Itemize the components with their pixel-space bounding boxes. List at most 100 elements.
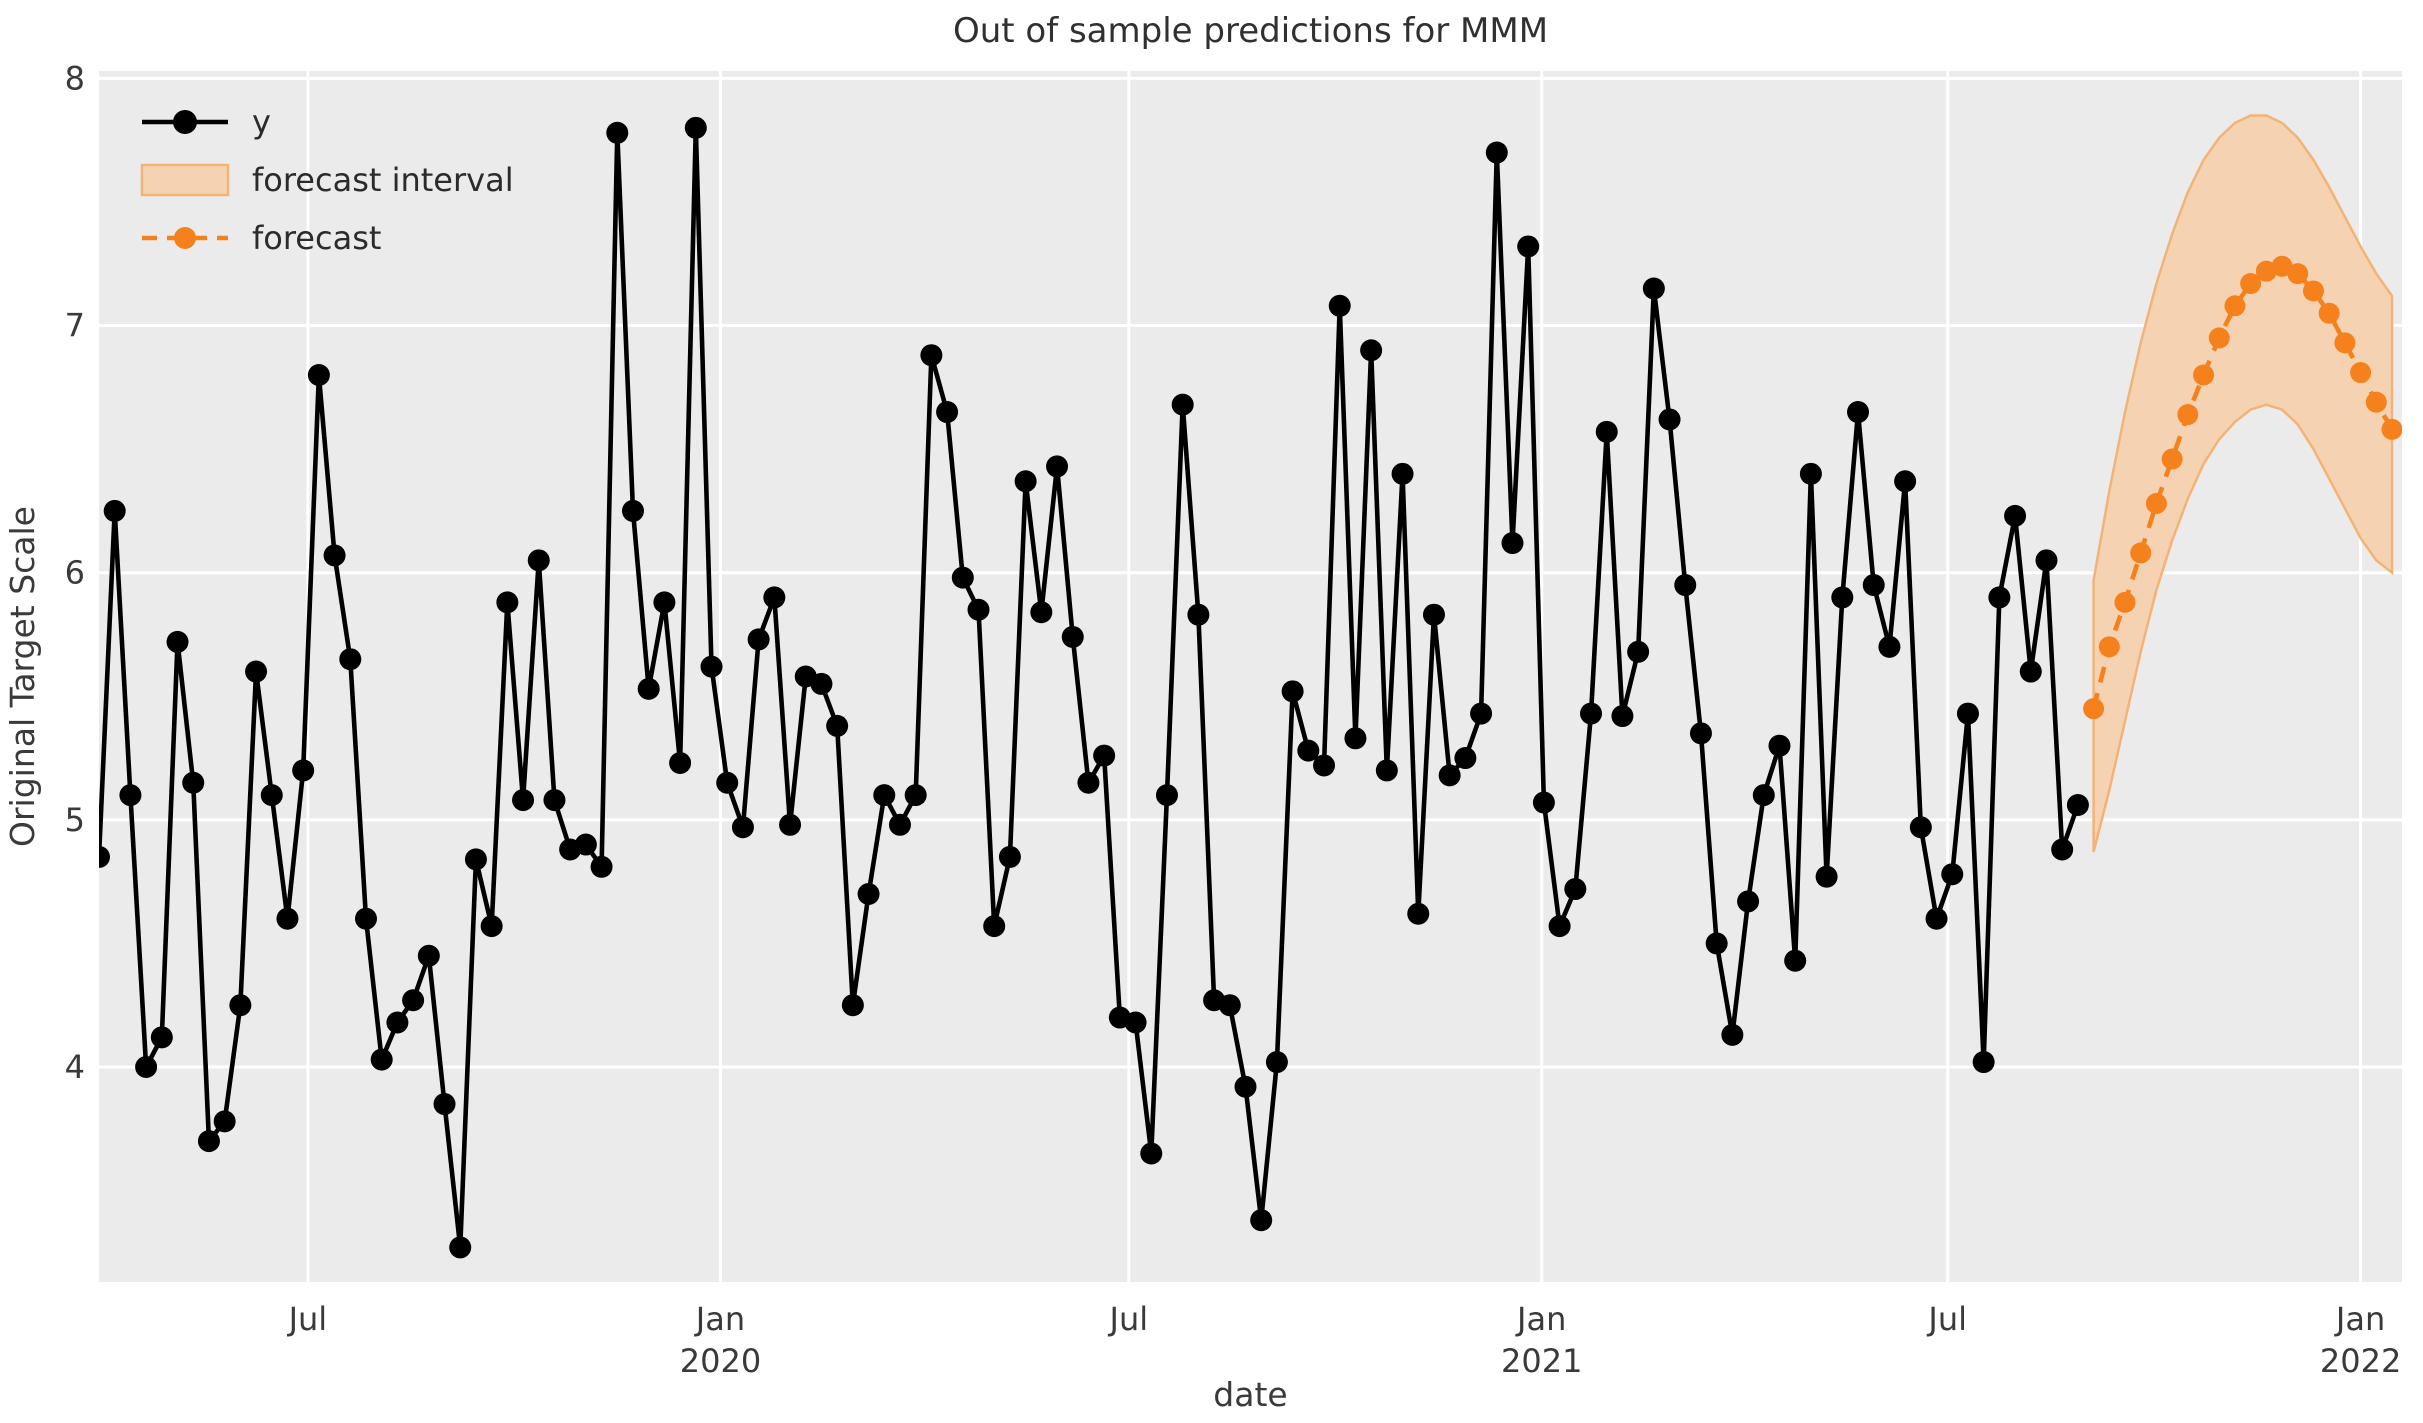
series-y-marker — [1847, 401, 1870, 424]
series-y-marker — [684, 116, 707, 139]
series-y-marker — [810, 672, 833, 695]
series-y-marker — [731, 816, 754, 839]
series-y-marker — [669, 752, 692, 774]
series-y-marker — [2051, 838, 2074, 861]
series-y-marker — [1360, 339, 1383, 362]
series-y-marker — [1941, 863, 1964, 886]
series-y-marker — [103, 499, 126, 522]
series-y-marker — [1831, 586, 1854, 609]
series-y-marker — [1674, 574, 1697, 597]
series-y-marker — [763, 586, 786, 609]
series-y-marker — [1752, 784, 1775, 807]
series-y-marker — [2066, 794, 2089, 817]
series-forecast-marker — [2334, 332, 2356, 354]
series-y-marker — [1375, 759, 1398, 782]
series-y-marker — [1046, 455, 1069, 478]
series-y-marker — [1407, 902, 1430, 925]
series-y-marker — [920, 344, 943, 367]
series-y-marker — [339, 648, 362, 671]
series-y-marker — [433, 1093, 456, 1116]
series-y-marker — [936, 401, 959, 424]
series-y-marker — [1061, 625, 1084, 648]
series-y-marker — [888, 813, 911, 836]
series-y-marker — [1093, 744, 1116, 767]
x-tick-label: Jul — [1926, 1300, 1967, 1338]
series-y-marker — [480, 915, 503, 938]
series-y-marker — [370, 1048, 393, 1071]
series-forecast-marker — [2318, 302, 2340, 324]
series-y-marker — [1894, 470, 1917, 493]
series-y-marker — [1768, 734, 1791, 757]
series-y-marker — [197, 1130, 220, 1153]
y-axis-label: Original Target Scale — [3, 506, 42, 847]
series-y-marker — [1030, 601, 1053, 624]
series-y-marker — [1391, 462, 1414, 485]
series-y-marker — [606, 121, 629, 144]
x-tick-label: Jan — [694, 1300, 745, 1338]
series-y-marker — [1454, 747, 1477, 770]
legend-forecast-marker — [174, 227, 196, 249]
series-forecast-marker — [2083, 698, 2105, 720]
series-y-marker — [1344, 727, 1367, 750]
series-y-marker — [967, 598, 990, 621]
series-y-marker — [1705, 932, 1728, 955]
series-y-marker — [464, 848, 487, 871]
series-forecast-marker — [2287, 263, 2309, 285]
series-y-marker — [354, 907, 377, 930]
series-forecast-marker — [2098, 636, 2120, 658]
series-y-marker — [449, 1236, 472, 1259]
series-y-marker — [323, 544, 346, 567]
series-y-marker — [621, 499, 644, 522]
series-y-marker — [1925, 907, 1948, 930]
series-y-marker — [1658, 408, 1681, 431]
series-y-marker — [1815, 865, 1838, 888]
series-y-marker — [1627, 640, 1650, 663]
legend-item-label: forecast — [252, 219, 381, 257]
x-axis-label: date — [1213, 1375, 1287, 1414]
legend-y-marker — [173, 110, 197, 134]
x-tick-label: Jan — [1515, 1300, 1566, 1338]
series-y-marker — [292, 759, 315, 782]
series-y-marker — [826, 714, 849, 737]
series-forecast-marker — [2302, 280, 2324, 302]
series-y-marker — [1564, 878, 1587, 901]
x-tick-year-label: 2022 — [2320, 1342, 2401, 1380]
series-y-marker — [637, 677, 660, 700]
legend-patch-swatch — [140, 163, 230, 197]
series-y-marker — [2004, 504, 2027, 527]
series-y-marker — [182, 771, 205, 794]
series-y-marker — [527, 549, 550, 572]
series-forecast-marker — [2208, 327, 2230, 349]
series-y-marker — [307, 363, 330, 386]
series-y-marker — [1611, 705, 1634, 728]
series-y-marker — [1689, 722, 1712, 745]
x-tick-label: Jul — [1108, 1300, 1149, 1338]
series-y-marker — [1972, 1051, 1995, 1074]
x-tick-year-label: 2021 — [1501, 1342, 1582, 1380]
series-y-marker — [1548, 915, 1571, 938]
series-y-marker — [496, 591, 519, 614]
y-tick-label: 6 — [65, 554, 85, 592]
series-y-marker — [2019, 660, 2042, 683]
series-y-marker — [229, 994, 252, 1017]
series-y-marker — [1438, 764, 1461, 787]
series-y-marker — [983, 915, 1006, 938]
legend-item-label: y — [252, 103, 271, 141]
series-y-marker — [1799, 462, 1822, 485]
series-y-marker — [1580, 702, 1603, 725]
series-y-marker — [2035, 549, 2058, 572]
series-y-marker — [417, 944, 440, 967]
series-y-marker — [1956, 702, 1979, 725]
series-y-marker — [213, 1110, 236, 1133]
series-y-marker — [1862, 574, 1885, 597]
series-forecast-marker — [2145, 493, 2167, 514]
x-tick-year-label: 2020 — [680, 1342, 761, 1380]
series-y-marker — [716, 771, 739, 794]
series-y-marker — [1721, 1023, 1744, 1046]
series-forecast-marker — [2114, 591, 2136, 613]
series-y-marker — [857, 882, 880, 905]
series-y-marker — [1422, 603, 1445, 626]
series-y-marker — [1988, 586, 2011, 609]
